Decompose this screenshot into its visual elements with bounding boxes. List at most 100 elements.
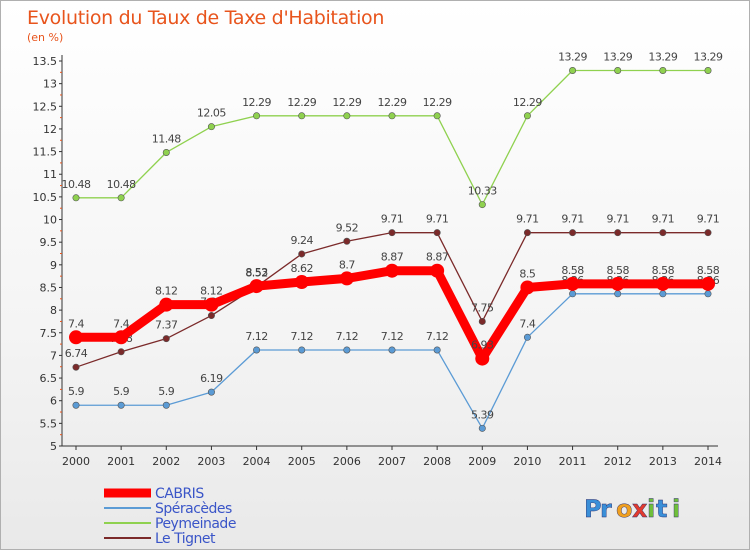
data-point-speracedes [614, 290, 622, 298]
data-point-speracedes [72, 401, 80, 409]
data-label-cabris: 8.12 [155, 285, 178, 298]
data-label-le-tignet: 8.52 [245, 267, 268, 280]
x-tick-label: 2010 [513, 455, 541, 468]
logo-letter: r [600, 495, 612, 523]
data-point-speracedes [162, 401, 170, 409]
x-tick-label: 2003 [197, 455, 225, 468]
legend-label-cabris: CABRIS [155, 486, 204, 502]
data-label-speracedes: 7.12 [290, 330, 313, 343]
x-tick-label: 2014 [694, 455, 722, 468]
x-tick-label: 2007 [378, 455, 406, 468]
data-point-speracedes [207, 388, 215, 396]
logo-letter: i [647, 495, 655, 523]
data-point-peymeinade [343, 112, 351, 120]
logo-letter: x [632, 495, 648, 523]
data-point-speracedes [388, 346, 396, 354]
data-point-le-tignet [298, 250, 306, 258]
y-tick-label: 10.5 [33, 191, 58, 204]
logo-letter: i [672, 495, 680, 523]
proxiti-logo: Pr o x i t i [584, 495, 681, 523]
data-label-peymeinade: 12.29 [513, 96, 542, 109]
data-label-speracedes: 7.4 [519, 317, 535, 330]
data-point-cabris [610, 276, 625, 291]
series-le-tignet: 6.747.087.377.888.529.249.529.719.717.75… [65, 213, 720, 371]
data-point-le-tignet [704, 229, 712, 237]
data-point-peymeinade [614, 67, 622, 75]
y-tick-label: 8.5 [40, 281, 58, 294]
data-point-peymeinade [569, 67, 577, 75]
data-point-le-tignet [523, 229, 531, 237]
data-point-peymeinade [72, 194, 80, 202]
y-tick-label: 6 [50, 395, 57, 408]
data-label-peymeinade: 11.48 [152, 132, 181, 145]
legend-label-peymeinade: Peymeinade [155, 516, 236, 532]
data-label-peymeinade: 10.48 [62, 178, 91, 191]
y-tick-label: 6.5 [40, 372, 58, 385]
legend-label-le-tignet: Le Tignet [155, 531, 216, 547]
data-label-peymeinade: 13.29 [603, 51, 632, 64]
data-point-speracedes [433, 346, 441, 354]
y-tick-label: 9 [50, 259, 57, 272]
data-point-cabris [69, 330, 83, 345]
data-label-speracedes: 7.12 [426, 330, 449, 343]
data-label-speracedes: 5.9 [68, 385, 84, 398]
data-label-le-tignet: 9.71 [516, 213, 539, 226]
data-label-le-tignet: 9.71 [606, 213, 629, 226]
data-label-peymeinade: 12.29 [287, 96, 316, 109]
data-point-le-tignet [478, 317, 486, 325]
data-point-cabris [655, 276, 670, 291]
x-tick-label: 2004 [243, 455, 271, 468]
data-point-speracedes [343, 346, 351, 354]
data-point-peymeinade [388, 112, 396, 120]
data-point-le-tignet [433, 229, 441, 237]
data-label-le-tignet: 9.71 [561, 213, 584, 226]
data-label-peymeinade: 12.29 [332, 96, 361, 109]
x-tick-label: 2005 [288, 455, 316, 468]
y-tick-label: 13 [43, 78, 57, 91]
y-tick-label: 10 [43, 214, 57, 227]
data-label-speracedes: 6.19 [200, 372, 223, 385]
data-label-cabris: 8.87 [381, 251, 404, 264]
data-point-le-tignet [614, 229, 622, 237]
data-point-le-tignet [569, 229, 577, 237]
data-point-le-tignet [388, 229, 396, 237]
data-label-cabris: 8.58 [606, 264, 629, 277]
y-tick-label: 11.5 [33, 146, 58, 159]
data-label-peymeinade: 12.29 [423, 96, 452, 109]
data-point-cabris [114, 330, 129, 345]
data-point-speracedes [117, 401, 125, 409]
data-label-peymeinade: 12.05 [197, 107, 226, 120]
x-tick-label: 2006 [333, 455, 361, 468]
data-label-peymeinade: 10.48 [107, 178, 136, 191]
data-point-cabris [385, 263, 399, 278]
data-point-speracedes [704, 290, 712, 298]
data-label-peymeinade: 13.29 [694, 51, 723, 64]
data-label-peymeinade: 13.29 [558, 51, 587, 64]
data-label-cabris: 8.58 [652, 264, 675, 277]
x-tick-label: 2013 [649, 455, 677, 468]
y-tick-label: 13.5 [33, 55, 58, 68]
data-label-le-tignet: 9.71 [697, 213, 720, 226]
x-tick-label: 2008 [423, 455, 451, 468]
data-point-cabris [159, 297, 174, 312]
data-point-cabris [294, 275, 309, 290]
data-point-peymeinade [207, 123, 215, 131]
data-label-speracedes: 5.9 [113, 385, 129, 398]
y-tick-label: 7.5 [40, 327, 58, 340]
data-label-cabris: 7.4 [68, 317, 84, 330]
chart-unit: (en %) [27, 31, 64, 44]
data-label-speracedes: 5.39 [471, 408, 494, 421]
y-tick-label: 12.5 [33, 100, 58, 113]
data-label-cabris: 8.58 [561, 264, 584, 277]
series-peymeinade: 10.48 10.48 11.48 12.05 12.29 12.29 12.29 12.29… [62, 51, 723, 209]
data-point-speracedes [253, 346, 261, 354]
data-point-speracedes [478, 424, 486, 432]
y-tick-label: 7 [50, 349, 57, 362]
data-label-speracedes: 5.9 [158, 385, 174, 398]
series-speracedes: 5.9 5.9 5.9 6.19 7.12 7.12 7.12 7.12 7.12 5.39 7.4… [68, 274, 720, 432]
data-point-le-tignet [659, 229, 667, 237]
data-point-speracedes [569, 290, 577, 298]
data-point-peymeinade [253, 112, 261, 120]
